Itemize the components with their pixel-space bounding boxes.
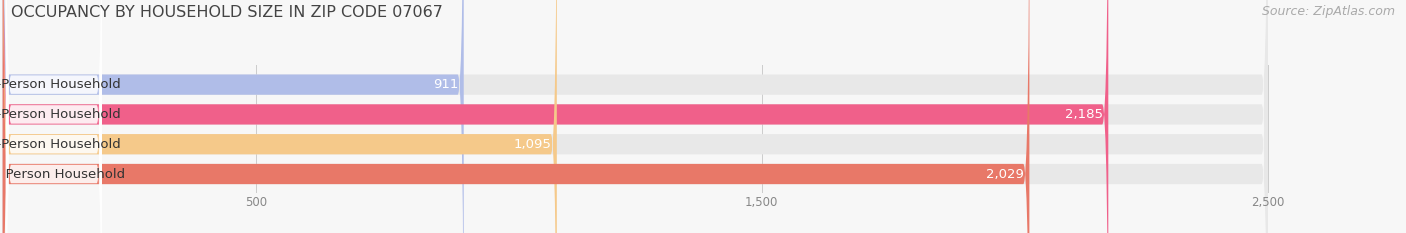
FancyBboxPatch shape bbox=[3, 0, 464, 233]
FancyBboxPatch shape bbox=[6, 0, 103, 233]
FancyBboxPatch shape bbox=[6, 0, 103, 233]
Text: 4+ Person Household: 4+ Person Household bbox=[0, 168, 125, 181]
Text: 1,095: 1,095 bbox=[513, 138, 551, 151]
Text: Source: ZipAtlas.com: Source: ZipAtlas.com bbox=[1261, 5, 1395, 18]
FancyBboxPatch shape bbox=[6, 0, 103, 233]
FancyBboxPatch shape bbox=[3, 0, 557, 233]
Text: OCCUPANCY BY HOUSEHOLD SIZE IN ZIP CODE 07067: OCCUPANCY BY HOUSEHOLD SIZE IN ZIP CODE … bbox=[11, 5, 443, 20]
Text: 2-Person Household: 2-Person Household bbox=[0, 108, 121, 121]
FancyBboxPatch shape bbox=[3, 0, 1108, 233]
FancyBboxPatch shape bbox=[3, 0, 1268, 233]
Text: 3-Person Household: 3-Person Household bbox=[0, 138, 121, 151]
Text: 1-Person Household: 1-Person Household bbox=[0, 78, 121, 91]
Text: 911: 911 bbox=[433, 78, 458, 91]
FancyBboxPatch shape bbox=[3, 0, 1268, 233]
FancyBboxPatch shape bbox=[3, 0, 1029, 233]
Text: 2,029: 2,029 bbox=[987, 168, 1025, 181]
Text: 2,185: 2,185 bbox=[1066, 108, 1104, 121]
FancyBboxPatch shape bbox=[3, 0, 1268, 233]
FancyBboxPatch shape bbox=[6, 0, 103, 233]
FancyBboxPatch shape bbox=[3, 0, 1268, 233]
